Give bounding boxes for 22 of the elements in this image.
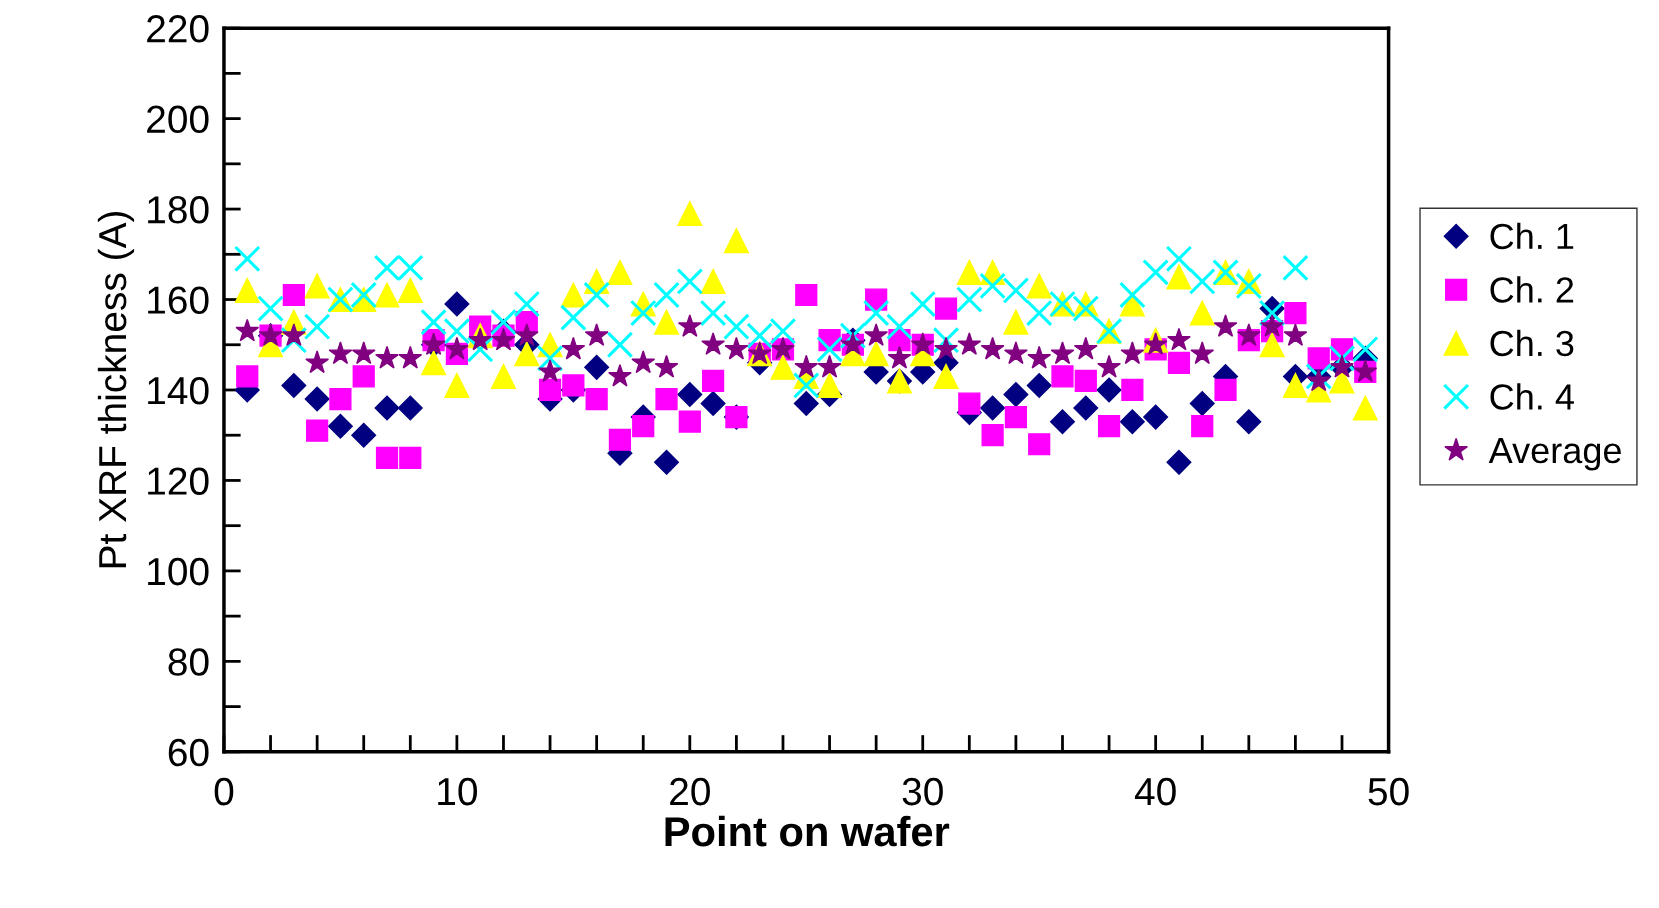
legend-label: Ch. 4 — [1490, 383, 1574, 410]
legend-label: Ch. 1 — [1490, 222, 1574, 250]
legend-label: Average — [1488, 438, 1621, 471]
x-tick-label: 0 — [214, 777, 234, 806]
x-axis-title: Point on wafer — [665, 815, 950, 847]
y-tick-label: 60 — [168, 738, 209, 767]
y-tick-label: 180 — [148, 196, 209, 224]
y-axis-title: Pt XRF thickness (A) — [97, 211, 135, 568]
y-tick-label: 140 — [148, 376, 209, 405]
x-tick-label: 20 — [670, 777, 710, 806]
x-tick-label: 40 — [1134, 777, 1176, 806]
legend-label: Ch. 2 — [1490, 276, 1574, 303]
legend-label: Ch. 3 — [1490, 329, 1574, 357]
y-tick-label: 160 — [148, 286, 209, 314]
y-tick-label: 100 — [148, 557, 209, 586]
y-tick-label: 80 — [168, 648, 209, 676]
x-tick-label: 50 — [1368, 777, 1409, 806]
x-tick-label: 30 — [902, 777, 943, 806]
y-tick-label: 200 — [147, 105, 209, 134]
y-tick-label: 220 — [147, 15, 209, 43]
x-tick-label: 10 — [438, 777, 477, 806]
y-tick-label: 120 — [148, 467, 209, 495]
